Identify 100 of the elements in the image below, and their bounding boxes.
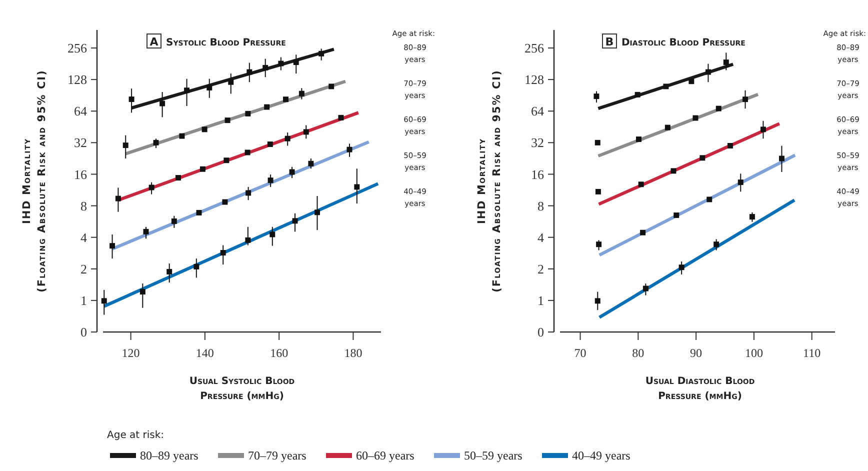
point [338,114,344,120]
x-tick-label: 140 [196,346,214,360]
point [346,146,352,152]
point [779,156,784,162]
point [636,136,642,142]
point [594,140,600,146]
y-tick-label: 2 [80,261,87,276]
point [128,96,134,102]
point [220,250,226,256]
point [298,90,304,96]
point [262,64,268,70]
point [264,104,270,110]
legend-label: 50–59 years [464,448,523,462]
legend-label: 70–79 years [248,448,307,462]
point [705,69,711,75]
legend-label: 40–49 years [572,448,631,462]
point [594,94,600,100]
point [328,84,334,90]
point [224,118,230,124]
annotation: A [150,36,159,48]
point [727,143,733,148]
point [224,158,230,164]
point [289,169,295,175]
point [222,199,228,205]
point [270,232,276,238]
x-tick-label: 160 [270,346,288,360]
point [674,212,680,218]
y-tick-label: 16 [74,166,88,182]
point [176,175,181,180]
y-tick-label: 16 [531,166,544,182]
point [749,214,755,220]
point [742,96,748,102]
y-tick-label: 4 [538,230,544,245]
text: Systolic Blood Pressure [166,38,286,48]
point [663,84,669,90]
point [206,84,212,90]
point [638,182,644,188]
y-tick-label: 128 [524,72,544,88]
point [196,210,202,216]
point [143,228,149,234]
y-tick-label: 0 [538,324,544,340]
x-tick-label: 180 [344,346,362,360]
point [200,166,206,172]
point [678,264,684,270]
annotation: B [605,36,614,48]
point [642,286,648,292]
point [148,184,154,190]
point [101,298,107,304]
point [292,218,298,224]
y-tick-label: 256 [524,40,544,56]
point [110,243,116,249]
y-tick-label: 128 [68,72,87,88]
y-axis-title: IHD Mortality (Floating Absolute Risk and 95% CI) [476,70,503,292]
x-tick-label: 120 [122,346,140,360]
y-tick-label: 8 [80,198,87,214]
point [318,50,324,56]
text: Diastolic Blood Pressure [622,38,746,48]
y-tick-label: 32 [74,135,87,150]
point [670,168,676,174]
x-tick-label: 100 [744,346,763,360]
point [140,289,146,294]
y-tick-label: 0 [80,324,87,340]
point [738,180,744,186]
point [308,160,314,166]
y-axis-title: IHD Mortality (Floating Absolute Risk and 95% CI) [21,70,48,292]
point [596,242,602,248]
point [202,126,208,132]
x-axis-title: Usual Diastolic Blood Pressure (mmHg) [645,376,755,402]
point [122,142,128,148]
point [594,298,600,304]
x-tick-label: 70 [574,346,586,360]
y-tick-label: 4 [80,230,88,245]
point [228,79,234,85]
point [688,78,694,84]
x-tick-label: 110 [803,346,821,360]
point [246,69,252,75]
point [184,88,190,94]
point [700,155,706,161]
y-tick-label: 8 [538,198,544,214]
x-tick-label: 90 [690,346,702,360]
point [246,190,252,196]
y-tick-label: 1 [538,292,544,308]
legend-label: 60–69 years [356,448,415,462]
point [194,264,200,270]
point [171,218,177,224]
text: Age at risk: [107,430,164,441]
point [706,196,712,202]
point [354,184,360,190]
point [595,188,601,194]
point [692,115,698,121]
point [244,150,250,156]
point [267,142,273,147]
point [153,140,159,146]
point [166,268,172,274]
point [115,196,121,202]
point [723,60,729,66]
y-tick-label: 1 [80,292,87,308]
y-tick-label: 2 [538,261,544,276]
point [245,237,251,243]
point [278,60,284,66]
